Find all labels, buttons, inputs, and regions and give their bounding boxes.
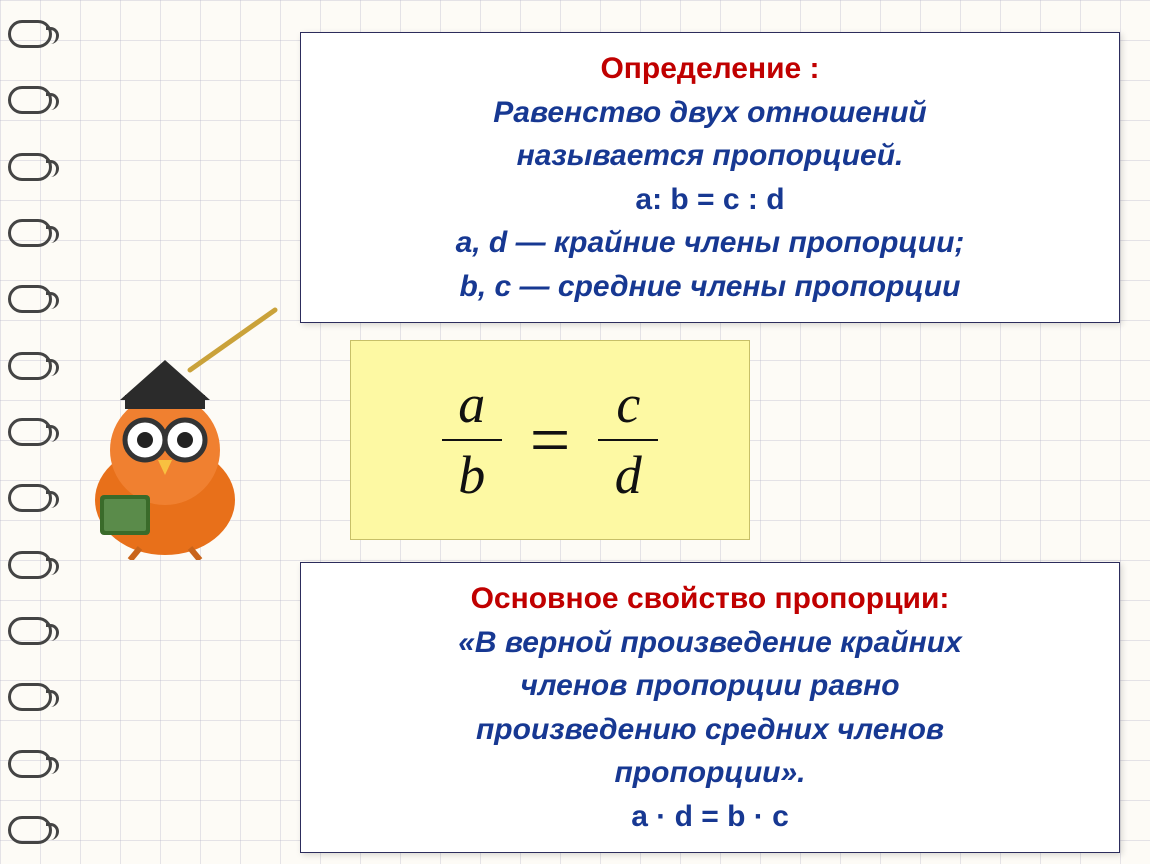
definition-title: Определение : — [319, 47, 1101, 91]
fraction-right-top: c — [616, 376, 640, 433]
spiral-ring — [8, 219, 52, 247]
spiral-ring — [8, 153, 52, 181]
spiral-ring — [8, 285, 52, 313]
spiral-ring — [8, 352, 52, 380]
property-line1: «В верной произведение крайних — [319, 621, 1101, 665]
definition-box: Определение : Равенство двух отношений н… — [300, 32, 1120, 323]
formula-highlight: a b = c d — [350, 340, 750, 540]
property-line2: членов пропорции равно — [319, 664, 1101, 708]
spiral-binding — [0, 0, 60, 864]
fraction-right: c d — [578, 376, 678, 503]
spiral-ring — [8, 816, 52, 844]
fraction-left: a b — [422, 376, 522, 503]
spiral-ring — [8, 86, 52, 114]
definition-line3: a, d — крайние члены пропорции; — [319, 221, 1101, 265]
fraction-left-top: a — [458, 376, 485, 433]
spiral-ring — [8, 418, 52, 446]
definition-line1: Равенство двух отношений — [319, 91, 1101, 135]
equals-sign: = — [522, 399, 579, 482]
fraction-left-bot: b — [458, 447, 485, 504]
definition-line4: b, c — средние члены пропорции — [319, 265, 1101, 309]
spiral-ring — [8, 617, 52, 645]
spiral-ring — [8, 20, 52, 48]
spiral-ring — [8, 484, 52, 512]
property-title: Основное свойство пропорции: — [319, 577, 1101, 621]
fraction-bar — [442, 439, 502, 441]
owl-teacher-icon — [70, 300, 280, 560]
spiral-ring — [8, 683, 52, 711]
property-line4: пропорции». — [319, 751, 1101, 795]
definition-line2: называется пропорцией. — [319, 134, 1101, 178]
spiral-ring — [8, 750, 52, 778]
property-box: Основное свойство пропорции: «В верной п… — [300, 562, 1120, 853]
definition-formula: a: b = c : d — [319, 178, 1101, 222]
fraction-right-bot: d — [615, 447, 642, 504]
fraction-bar — [598, 439, 658, 441]
property-line3: произведению средних членов — [319, 708, 1101, 752]
spiral-ring — [8, 551, 52, 579]
property-formula: a · d = b · c — [319, 795, 1101, 839]
